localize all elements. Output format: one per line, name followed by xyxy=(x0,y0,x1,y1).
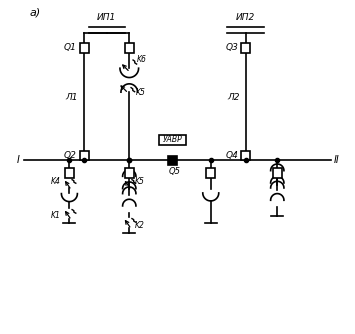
Bar xyxy=(65,168,74,178)
Text: K4: K4 xyxy=(51,177,61,186)
Text: K2: K2 xyxy=(135,221,145,230)
Text: УАВР: УАВР xyxy=(163,135,182,144)
Text: ИП1: ИП1 xyxy=(97,13,116,22)
Bar xyxy=(168,156,177,165)
Text: II: II xyxy=(334,155,339,165)
Text: K5: K5 xyxy=(135,177,145,186)
Text: K6: K6 xyxy=(137,55,147,64)
Text: Q3: Q3 xyxy=(225,43,238,52)
Text: Q2: Q2 xyxy=(64,151,77,160)
Bar xyxy=(159,135,186,145)
Text: Q5: Q5 xyxy=(168,167,180,176)
Bar xyxy=(206,168,215,178)
Text: Q1: Q1 xyxy=(64,43,77,52)
Bar xyxy=(80,43,89,52)
Text: I: I xyxy=(17,155,20,165)
Text: ИП2: ИП2 xyxy=(236,13,255,22)
Text: K1: K1 xyxy=(51,211,61,220)
Bar xyxy=(241,43,250,52)
Bar xyxy=(273,168,282,178)
Text: Л2: Л2 xyxy=(227,93,239,102)
Bar xyxy=(80,151,89,160)
Text: Л1: Л1 xyxy=(65,93,78,102)
Text: Q4: Q4 xyxy=(225,151,238,160)
Bar xyxy=(241,151,250,160)
Text: K5: K5 xyxy=(136,88,146,97)
Bar xyxy=(125,43,134,52)
Text: а): а) xyxy=(29,7,41,17)
Bar xyxy=(125,168,134,178)
